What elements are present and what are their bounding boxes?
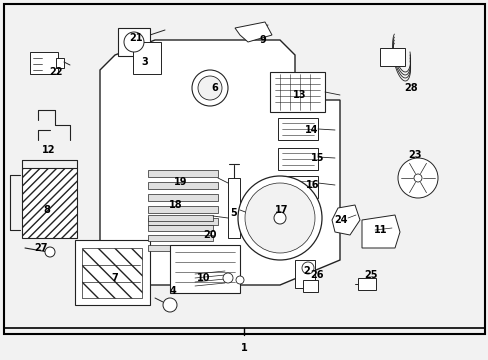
Circle shape [124, 32, 143, 52]
Bar [148, 225, 213, 231]
Bar [82, 248, 142, 298]
Circle shape [163, 298, 177, 312]
Bar [269, 72, 325, 112]
Text: 27: 27 [34, 243, 48, 253]
Bar [22, 168, 77, 238]
Bar [133, 42, 161, 74]
Text: 11: 11 [373, 225, 387, 235]
Text: 18: 18 [169, 200, 183, 210]
Circle shape [236, 276, 244, 284]
Circle shape [238, 176, 321, 260]
Bar [148, 218, 218, 225]
Polygon shape [331, 205, 359, 235]
Text: 26: 26 [309, 270, 323, 280]
Circle shape [302, 262, 313, 274]
Text: 4: 4 [169, 286, 176, 296]
Bar [148, 206, 218, 213]
Bar [303, 280, 317, 292]
Polygon shape [235, 22, 271, 42]
Bar [227, 178, 240, 238]
Text: 10: 10 [197, 273, 210, 283]
Text: 2: 2 [303, 266, 310, 276]
Text: 19: 19 [174, 177, 187, 187]
Text: 25: 25 [364, 270, 377, 280]
Text: 20: 20 [203, 230, 216, 240]
Circle shape [198, 76, 222, 100]
Circle shape [397, 158, 437, 198]
Bar [148, 215, 213, 221]
Bar [379, 48, 404, 66]
Text: 13: 13 [293, 90, 306, 100]
Circle shape [273, 212, 285, 224]
Text: 9: 9 [259, 35, 266, 45]
Text: 14: 14 [305, 125, 318, 135]
Text: 3: 3 [142, 57, 148, 67]
Text: 21: 21 [129, 33, 142, 43]
Bar [30, 52, 58, 74]
Circle shape [413, 174, 421, 182]
Bar [56, 58, 64, 68]
Text: 24: 24 [334, 215, 347, 225]
Bar [148, 170, 218, 177]
Text: 17: 17 [275, 205, 288, 215]
Bar [148, 235, 213, 241]
Bar [278, 118, 317, 140]
Circle shape [223, 273, 232, 283]
Bar [170, 245, 240, 293]
Text: 6: 6 [211, 83, 218, 93]
Circle shape [244, 183, 314, 253]
Bar [278, 176, 317, 198]
Text: 28: 28 [404, 83, 417, 93]
Text: 22: 22 [49, 67, 62, 77]
Bar [148, 194, 218, 201]
Polygon shape [100, 40, 339, 285]
Bar [357, 278, 375, 290]
Bar [148, 245, 213, 251]
Text: 12: 12 [42, 145, 56, 155]
Text: 23: 23 [407, 150, 421, 160]
Bar [294, 260, 314, 288]
Text: 16: 16 [305, 180, 319, 190]
Bar [118, 28, 150, 56]
Bar [148, 182, 218, 189]
Text: 5: 5 [230, 208, 237, 218]
Text: 7: 7 [111, 273, 118, 283]
Polygon shape [361, 215, 399, 248]
Circle shape [45, 247, 55, 257]
Text: 8: 8 [43, 205, 50, 215]
Text: 15: 15 [311, 153, 324, 163]
Circle shape [192, 70, 227, 106]
Bar [278, 148, 317, 170]
Bar [75, 240, 150, 305]
Text: 1: 1 [240, 343, 247, 353]
